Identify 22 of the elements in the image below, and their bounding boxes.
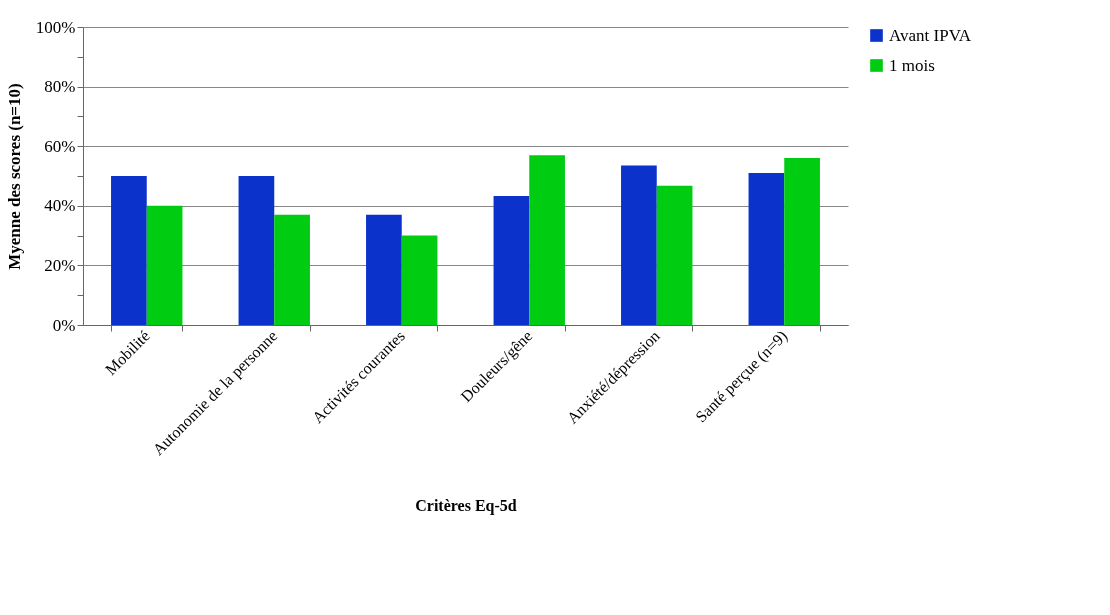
- y-axis-title: Myenne des scores (n=10): [4, 83, 24, 270]
- bar: [621, 165, 657, 325]
- bar: [111, 176, 147, 325]
- y-tick-label: 40%: [44, 196, 76, 216]
- y-tick-label: 80%: [44, 77, 76, 97]
- bar: [529, 155, 565, 325]
- bar: [401, 235, 438, 325]
- y-tick-label: 20%: [44, 255, 76, 275]
- bar: [493, 195, 530, 325]
- legend-label: Avant IPVA: [889, 25, 972, 45]
- bar: [366, 214, 402, 325]
- y-tick-label: 0%: [52, 315, 76, 335]
- bar: [656, 185, 693, 325]
- bar: [146, 205, 183, 325]
- x-axis-title: Critères Eq-5d: [415, 497, 517, 516]
- y-tick-label: 100%: [35, 17, 76, 37]
- legend-label: 1 mois: [889, 55, 935, 75]
- bar: [784, 158, 820, 325]
- bar: [274, 214, 310, 325]
- bar: [748, 173, 785, 325]
- bar: [238, 176, 275, 325]
- y-tick-label: 60%: [44, 136, 76, 156]
